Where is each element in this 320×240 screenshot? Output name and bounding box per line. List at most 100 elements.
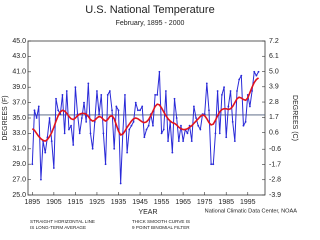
- point: [227, 105, 230, 108]
- point: [91, 147, 94, 150]
- point: [177, 140, 180, 143]
- y-tick-label: 41.0: [12, 69, 26, 76]
- point: [214, 132, 217, 135]
- point: [80, 117, 83, 119]
- point: [104, 163, 107, 166]
- y2-axis-label: DEGREES (C): [291, 95, 298, 141]
- point: [119, 182, 122, 185]
- point: [115, 105, 118, 108]
- point: [44, 151, 47, 154]
- point: [173, 97, 176, 100]
- point: [218, 132, 221, 135]
- point: [210, 163, 213, 166]
- y2-tick-label: 3.9: [269, 84, 279, 91]
- point: [145, 128, 148, 131]
- point: [199, 128, 202, 131]
- point: [162, 128, 165, 131]
- point: [171, 151, 174, 154]
- point: [130, 124, 133, 127]
- y2-tick-label: 1.7: [269, 114, 279, 121]
- x-tick-label: 1905: [46, 199, 62, 206]
- x-tick-label: 1925: [89, 199, 105, 206]
- point: [141, 105, 144, 108]
- point: [160, 132, 163, 135]
- point: [106, 94, 109, 96]
- point: [203, 113, 206, 116]
- x-tick-label: 1995: [240, 199, 256, 206]
- point: [212, 163, 215, 166]
- y-tick-label: 35.0: [12, 115, 26, 122]
- source: National Climatic Data Center, NOAA: [205, 208, 298, 214]
- point: [236, 90, 238, 92]
- point: [180, 124, 182, 127]
- footnote: IS LONG-TERM AVERAGE: [30, 225, 86, 230]
- x-tick-label: 1945: [132, 199, 148, 206]
- point: [40, 178, 42, 181]
- y-axis-label: DEGREES (F): [2, 95, 9, 140]
- point: [238, 78, 241, 81]
- point: [195, 117, 197, 119]
- point: [253, 70, 256, 73]
- point: [52, 167, 55, 169]
- series-line: [31, 71, 259, 184]
- point: [152, 124, 154, 127]
- y-tick-label: 31.0: [12, 146, 26, 153]
- y2-tick-label: -0.6: [269, 146, 281, 153]
- point: [233, 140, 236, 143]
- point: [229, 90, 232, 92]
- point: [96, 90, 98, 92]
- point: [63, 132, 66, 135]
- y2-tick-label: 7.2: [269, 38, 279, 45]
- y2-tick-label: 5.0: [269, 68, 279, 75]
- point: [70, 124, 72, 127]
- point: [31, 163, 34, 166]
- point: [48, 117, 51, 119]
- point: [98, 113, 100, 116]
- point: [111, 109, 113, 112]
- point: [126, 151, 129, 154]
- y-tick-label: 37.0: [12, 99, 26, 106]
- point: [197, 124, 200, 127]
- point: [100, 94, 103, 96]
- point: [113, 147, 116, 150]
- point: [231, 120, 234, 123]
- footnote: 9 POINT BINOMIAL FILTER: [132, 225, 190, 230]
- point: [124, 94, 126, 96]
- point: [68, 128, 70, 131]
- x-tick-label: 1985: [218, 199, 234, 206]
- point: [186, 132, 189, 135]
- point: [143, 136, 146, 139]
- point: [87, 82, 90, 85]
- point: [223, 86, 225, 89]
- point: [57, 109, 60, 112]
- point: [65, 90, 68, 92]
- point: [164, 90, 167, 92]
- point: [35, 117, 38, 119]
- chart: U.S. National Temperature February, 1895…: [2, 4, 298, 230]
- point: [190, 140, 193, 143]
- y-tick-label: 45.0: [12, 38, 26, 45]
- point: [193, 105, 195, 108]
- y2-tick-label: 6.1: [269, 53, 279, 60]
- point: [128, 128, 131, 131]
- x-tick-label: 1965: [175, 199, 191, 206]
- point: [74, 86, 77, 89]
- y-tick-label: 39.0: [12, 84, 26, 91]
- footnote: STRAIGHT HORIZONTAL LINE: [30, 219, 95, 224]
- point: [225, 136, 228, 139]
- point: [85, 120, 88, 123]
- point: [134, 101, 137, 104]
- y-tick-label: 27.0: [12, 176, 26, 183]
- y2-tick-label: -3.9: [269, 192, 281, 199]
- y2-tick-label: 2.8: [269, 99, 279, 106]
- point: [156, 94, 159, 96]
- point: [221, 94, 223, 96]
- point: [154, 94, 157, 96]
- point: [50, 140, 53, 143]
- x-tick-label: 1915: [68, 199, 84, 206]
- x-tick-label: 1975: [197, 199, 213, 206]
- point: [208, 109, 210, 112]
- x-tick-label: 1955: [154, 199, 170, 206]
- point: [108, 90, 111, 92]
- point: [158, 70, 161, 73]
